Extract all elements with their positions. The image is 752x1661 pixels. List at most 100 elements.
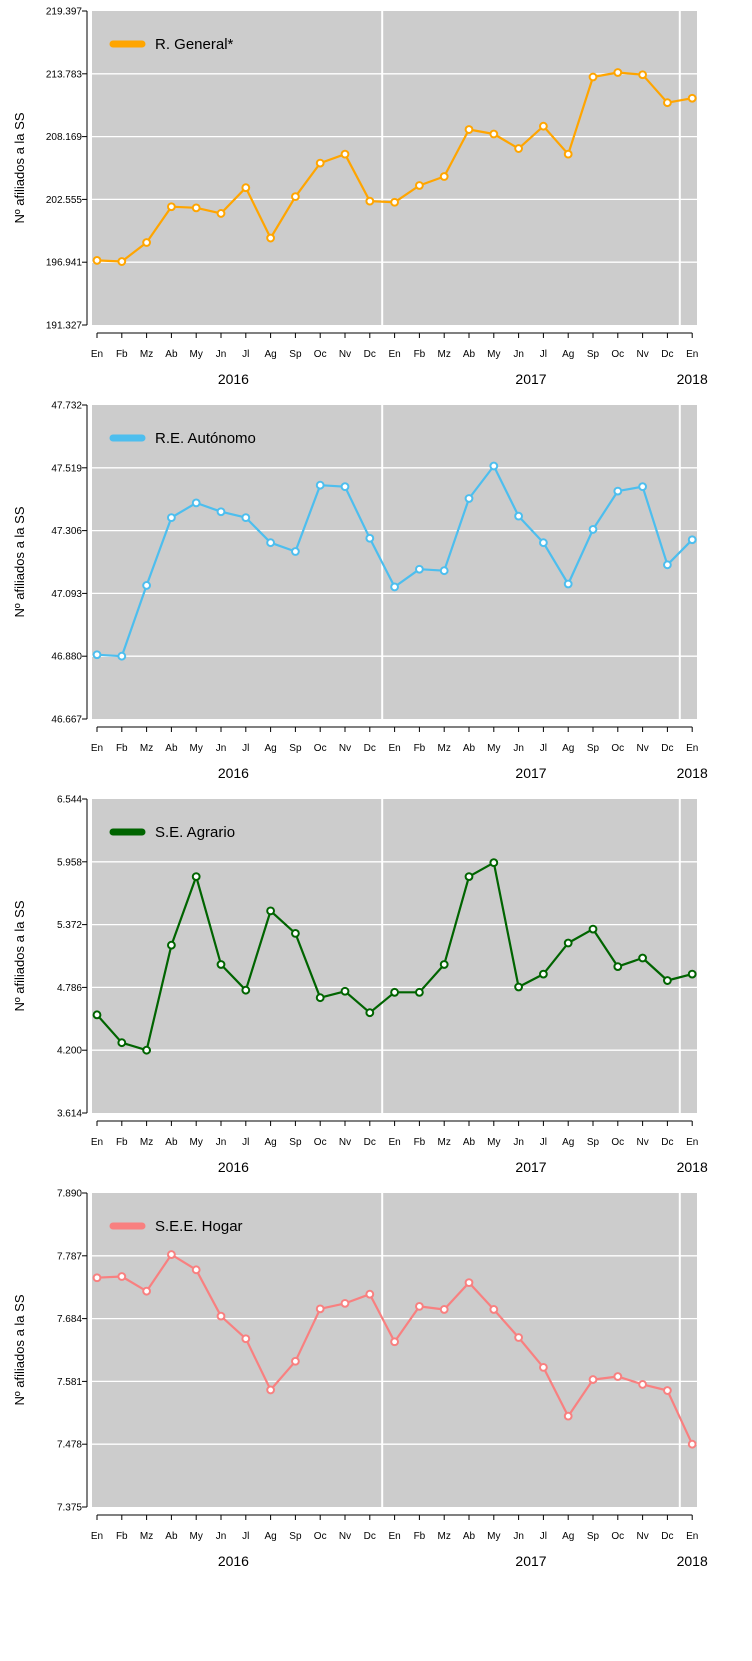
x-tick-label: Oc [314,743,327,754]
x-tick-label: Jl [242,349,249,360]
data-point [539,1362,548,1372]
x-tick-label: Ag [264,1531,276,1542]
y-tick-label: 219.397 [46,7,83,18]
data-point [191,1265,201,1275]
data-point [638,482,647,492]
y-tick-label: 6.544 [57,795,82,806]
legend-label: R.E. Autónomo [155,430,256,447]
x-tick-label: Ag [562,349,574,360]
x-tick-label: Mz [438,1137,451,1148]
y-tick-label: 7.890 [57,1189,82,1200]
plot-background [92,799,697,1113]
x-tick-label: Fb [414,349,426,360]
data-point [663,98,672,108]
data-point [439,1305,449,1314]
data-point [588,72,598,82]
x-tick-label: Jl [540,1531,547,1542]
y-tick-label: 7.375 [57,1503,82,1514]
data-point [687,1439,697,1449]
data-point [439,566,449,576]
x-tick-label: Ab [165,1137,178,1148]
data-point [92,1273,102,1283]
x-tick-label: Jn [216,743,227,754]
data-point [613,486,623,496]
data-point [514,982,523,992]
data-point [365,533,375,543]
x-tick-label: Jn [513,1137,524,1148]
x-tick-label: Dc [364,743,376,754]
data-point [390,582,400,592]
year-label: 2017 [515,1159,546,1175]
x-tick-label: Mz [140,743,153,754]
data-point [464,125,474,134]
x-tick-label: My [190,349,203,360]
x-tick-label: Ab [463,349,476,360]
x-tick-label: En [686,1531,698,1542]
data-point [291,547,300,556]
data-point [390,1337,400,1347]
data-point [489,129,499,139]
x-tick-label: My [190,1137,203,1148]
x-tick-label: My [487,1531,500,1542]
x-tick-label: Fb [414,743,426,754]
data-point [167,1250,176,1259]
y-tick-label: 7.478 [57,1440,82,1451]
x-tick-label: Ag [562,1137,574,1148]
y-tick-label: 191.327 [46,321,83,332]
y-tick-label: 7.684 [57,1314,82,1325]
data-point [613,962,623,972]
data-point [464,872,474,881]
data-point [191,872,201,881]
data-point [539,121,548,131]
x-tick-label: Jl [540,349,547,360]
data-point [464,1278,474,1288]
year-label: 2018 [677,765,708,781]
x-tick-label: Fb [116,743,128,754]
x-tick-label: My [487,349,500,360]
data-point [514,1333,523,1342]
data-point [563,938,573,948]
x-tick-label: Fb [116,1531,128,1542]
data-point [588,924,598,934]
x-tick-label: En [388,1137,400,1148]
data-point [266,1385,276,1395]
data-point [439,960,449,969]
data-point [588,525,598,534]
data-point [142,1286,152,1296]
x-tick-label: Oc [314,349,327,360]
data-point [117,651,127,661]
data-point [638,70,647,80]
data-point [117,1272,127,1281]
x-tick-label: My [487,1137,500,1148]
data-point [167,513,176,523]
x-tick-label: En [686,349,698,360]
x-tick-label: Ag [562,1531,574,1542]
data-point [489,858,499,868]
x-tick-label: En [686,1137,698,1148]
x-tick-label: En [388,1531,400,1542]
data-point [191,203,201,213]
x-tick-label: Sp [289,1137,302,1148]
y-axis-title: Nº afiliados a la SS [12,506,27,617]
data-point [266,233,276,243]
year-label: 2016 [218,371,249,387]
data-point [216,209,226,218]
data-point [92,256,102,265]
data-point [315,993,325,1003]
data-point [563,149,573,159]
y-tick-label: 5.958 [57,857,82,868]
x-tick-label: Fb [116,349,128,360]
year-label: 2018 [677,371,708,387]
x-tick-label: Jn [513,1531,524,1542]
chart-panel-2: 46.667 46.880 47.093 47.306 47.519 47.732 Nº a… [12,401,708,782]
x-tick-label: En [91,1531,103,1542]
data-point [588,1375,598,1384]
x-tick-label: Sp [289,743,302,754]
data-point [142,238,152,247]
plot-background [92,1193,697,1507]
x-tick-label: Jl [540,743,547,754]
data-point [117,1038,127,1048]
data-point [514,511,523,521]
data-point [167,202,176,212]
chart-panel-1: 191.327 196.941 202.555 208.169 213.783 219.3… [12,7,708,388]
